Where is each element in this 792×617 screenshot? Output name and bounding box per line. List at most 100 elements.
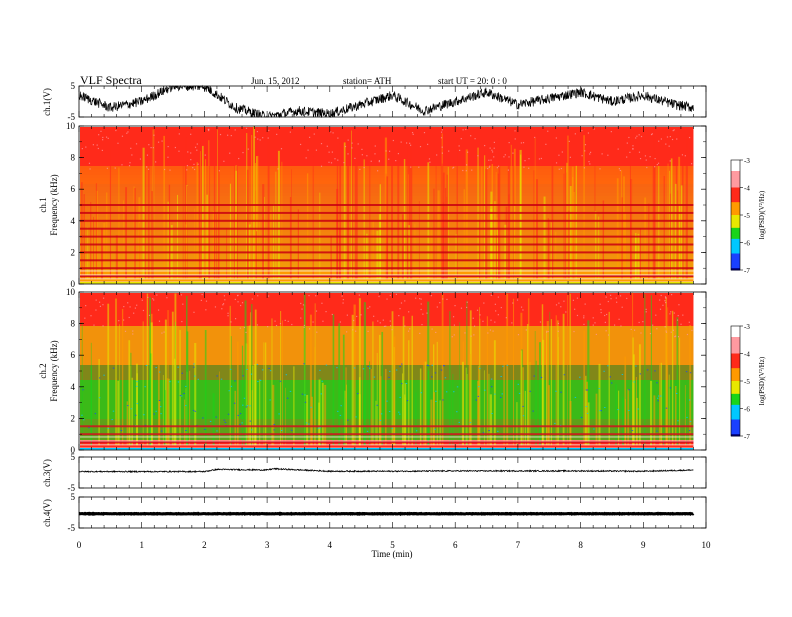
spectrogram-speckle xyxy=(251,429,252,430)
spectrogram-speckle xyxy=(331,162,332,163)
spectrogram-speckle xyxy=(431,295,432,296)
spectrogram-speckle xyxy=(585,144,586,145)
spectrogram-speckle xyxy=(396,369,397,370)
spectrogram-speckle xyxy=(273,429,274,430)
spectrogram-speckle xyxy=(515,138,516,139)
spectrogram-speckle xyxy=(291,430,292,431)
spectrogram-speckle xyxy=(632,430,633,431)
spectrogram-speckle xyxy=(511,322,512,323)
spectrogram-speckle xyxy=(113,368,114,369)
spectrogram-streak xyxy=(564,174,565,280)
spectrogram-speckle xyxy=(676,138,677,139)
spectrogram-streak xyxy=(402,214,404,279)
spectrogram-speckle xyxy=(492,331,493,332)
spectrogram-streak xyxy=(555,232,556,279)
spectrogram-speckle xyxy=(602,153,603,154)
spectrogram-speckle xyxy=(268,368,269,369)
spectrogram-speckle xyxy=(420,146,421,147)
spectrogram-speckle xyxy=(290,391,291,392)
spectrogram-speckle xyxy=(555,391,556,392)
spectrogram-speckle xyxy=(106,137,107,138)
spectrogram-speckle xyxy=(305,402,306,403)
spectrogram-speckle xyxy=(421,303,422,304)
spectrogram-streak xyxy=(609,312,610,445)
x-tick-label: 4 xyxy=(328,540,333,550)
spectrogram-speckle xyxy=(664,300,665,301)
spectrogram-speckle xyxy=(419,298,420,299)
spectrogram-speckle xyxy=(523,415,524,416)
spectrogram-speckle xyxy=(503,156,504,157)
spectrogram-speckle xyxy=(146,166,147,167)
spectrogram-speckle xyxy=(223,161,224,162)
spectrogram-speckle xyxy=(129,165,130,166)
spectrogram-speckle xyxy=(470,422,471,423)
spectrogram-speckle xyxy=(410,145,411,146)
spectrogram-streak xyxy=(280,311,281,445)
spectrogram-speckle xyxy=(488,160,489,161)
spectrogram-speckle xyxy=(270,370,271,371)
spectrogram-speckle xyxy=(429,162,430,163)
spectrogram-speckle xyxy=(459,145,460,146)
spectrogram-streak xyxy=(214,134,215,279)
spectrogram-speckle xyxy=(240,413,241,414)
spectrogram-speckle xyxy=(260,380,261,381)
spectrogram-speckle xyxy=(368,366,369,367)
spectrogram-speckle xyxy=(286,374,287,375)
spectrogram-speckle xyxy=(143,414,144,415)
spectrogram-band xyxy=(80,259,693,261)
svg-text:ch.2: ch.2 xyxy=(38,363,48,378)
spectrogram-streak xyxy=(381,332,383,445)
spectrogram-speckle xyxy=(427,144,428,145)
spectrogram-streak xyxy=(485,169,487,279)
spectrogram-speckle xyxy=(181,395,182,396)
spectrogram-speckle xyxy=(204,429,205,430)
spectrogram-speckle xyxy=(407,400,408,401)
spectrogram-speckle xyxy=(484,390,485,391)
spectrogram-speckle xyxy=(494,394,495,395)
spectrogram-streak xyxy=(259,379,260,445)
spectrogram-band xyxy=(80,236,693,238)
svg-text:ch.1: ch.1 xyxy=(38,197,48,212)
spectrogram-speckle xyxy=(342,302,343,303)
spectrogram-speckle xyxy=(161,431,162,432)
spectrogram-speckle xyxy=(93,325,94,326)
x-tick-label: 7 xyxy=(516,540,521,550)
spectrogram-streak xyxy=(179,330,180,445)
spectrogram-streak xyxy=(675,386,677,445)
spectrogram-speckle xyxy=(453,316,454,317)
spectrogram-streak xyxy=(535,138,536,279)
spectrogram-speckle xyxy=(185,405,186,406)
spectrogram-speckle xyxy=(381,413,382,414)
spectrogram-speckle xyxy=(375,145,376,146)
spectrogram-speckle xyxy=(575,397,576,398)
spectrogram-speckle xyxy=(645,155,646,156)
spectrogram-speckle xyxy=(325,311,326,312)
spectrogram-speckle xyxy=(388,159,389,160)
spectrogram-speckle xyxy=(522,406,523,407)
spectrogram-speckle xyxy=(603,371,604,372)
spectrogram-speckle xyxy=(452,167,453,168)
spectrogram-streak xyxy=(272,385,274,445)
spectrogram-speckle xyxy=(471,336,472,337)
spectrogram-streak xyxy=(521,350,522,445)
spectrogram-speckle xyxy=(594,128,595,129)
spectrogram-speckle xyxy=(356,316,357,317)
spectrogram-speckle xyxy=(302,394,303,395)
spectrogram-speckle xyxy=(227,315,228,316)
spectrogram-speckle xyxy=(197,164,198,165)
spectrogram-speckle xyxy=(573,300,574,301)
spectrogram-speckle xyxy=(181,321,182,322)
spectrogram-speckle xyxy=(559,169,560,170)
spectrogram-speckle xyxy=(606,314,607,315)
spectrogram-streak xyxy=(291,169,292,279)
spectrogram-streak xyxy=(570,186,572,279)
spectrogram-streak xyxy=(362,327,363,445)
spectrogram-speckle xyxy=(257,324,258,325)
spectrogram-speckle xyxy=(410,167,411,168)
spectrogram-speckle xyxy=(90,315,91,316)
spectrogram-streak xyxy=(672,311,673,445)
spectrogram-speckle xyxy=(208,130,209,131)
spectrogram-speckle xyxy=(108,428,109,429)
spectrogram-speckle xyxy=(187,151,188,152)
